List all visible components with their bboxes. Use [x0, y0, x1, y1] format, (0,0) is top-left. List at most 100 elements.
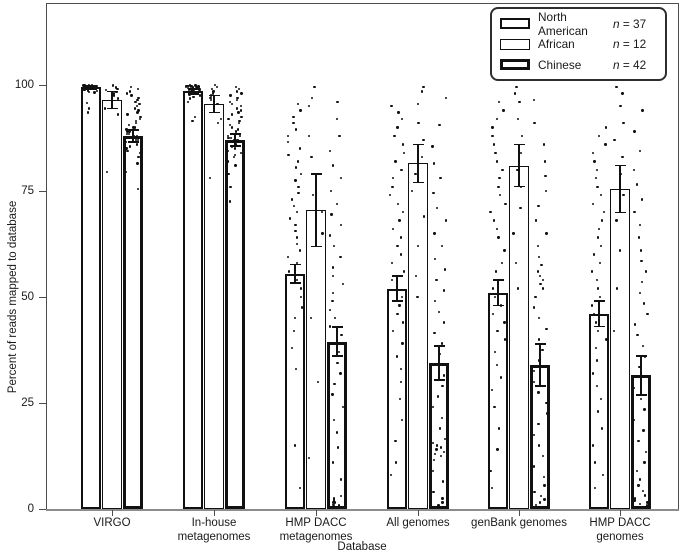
scatter-point	[210, 88, 214, 91]
scatter-point	[519, 151, 523, 155]
scatter-point	[633, 211, 636, 214]
scatter-point	[115, 90, 118, 93]
scatter-point	[493, 350, 497, 354]
scatter-point	[442, 321, 445, 324]
error-bar-cap-top	[289, 263, 301, 266]
scatter-point	[333, 418, 336, 422]
scatter-point	[226, 149, 229, 152]
scatter-point	[621, 155, 624, 159]
scatter-point	[307, 105, 310, 108]
scatter-point	[235, 98, 239, 102]
scatter-point	[538, 501, 542, 504]
scatter-point	[95, 85, 98, 88]
scatter-point	[646, 505, 649, 509]
scatter-point	[292, 329, 296, 333]
legend-row-chinese: Chinese n = 42	[500, 55, 657, 74]
scatter-point	[297, 185, 300, 188]
error-bar-line	[192, 88, 194, 94]
scatter-point	[135, 105, 138, 108]
scatter-point	[599, 295, 602, 299]
error-bar-cap-top	[614, 164, 626, 167]
scatter-point	[199, 88, 202, 92]
scatter-point	[638, 502, 641, 506]
error-bar-cap-bottom	[412, 181, 424, 184]
scatter-point	[137, 96, 140, 99]
error-bar-cap-bottom	[331, 355, 343, 358]
scatter-point	[235, 90, 239, 93]
scatter-point	[87, 88, 90, 91]
error-bar-line	[336, 326, 338, 357]
scatter-point	[633, 497, 637, 500]
error-bar-cap-bottom	[85, 88, 97, 90]
scatter-point	[402, 270, 406, 273]
scatter-point	[439, 177, 442, 180]
scatter-point	[495, 227, 499, 231]
scatter-point	[533, 121, 536, 125]
scatter-point	[495, 160, 499, 163]
scatter-point	[396, 312, 399, 316]
error-bar-line	[598, 301, 600, 327]
scatter-point	[82, 84, 85, 87]
scatter-point	[512, 232, 515, 235]
scatter-point	[112, 92, 116, 95]
error-bar-cap-top	[412, 143, 424, 145]
scatter-point	[125, 128, 128, 131]
scatter-point	[494, 151, 497, 155]
scatter-point	[391, 329, 395, 333]
legend-label-african: African	[538, 37, 575, 51]
scatter-point	[103, 107, 107, 110]
bar-north-american-group5	[488, 292, 508, 509]
scatter-point	[394, 439, 397, 443]
y-tick-label-75: 75	[21, 185, 34, 197]
scatter-point	[294, 317, 297, 320]
scatter-point	[643, 355, 647, 358]
scatter-point	[192, 95, 195, 99]
scatter-point	[400, 418, 404, 422]
scatter-point	[185, 84, 188, 88]
scatter-point	[238, 134, 242, 138]
scatter-point	[643, 408, 646, 411]
scatter-point	[316, 380, 320, 383]
scatter-point	[286, 141, 290, 144]
scatter-point	[398, 304, 401, 307]
x-tick-mark-5	[620, 510, 622, 516]
scatter-point	[600, 219, 603, 222]
x-axis-title: Database	[337, 541, 387, 553]
scatter-point	[212, 90, 215, 93]
scatter-point	[400, 168, 403, 171]
scatter-point	[287, 153, 290, 157]
scatter-point	[433, 300, 437, 303]
scatter-point	[236, 96, 239, 99]
scatter-point	[132, 134, 136, 138]
scatter-point	[644, 450, 648, 453]
scatter-point	[498, 194, 501, 197]
scatter-point	[493, 295, 497, 299]
scatter-point	[188, 83, 192, 87]
scatter-point	[331, 393, 334, 396]
scatter-point	[542, 143, 546, 146]
scatter-point	[437, 504, 440, 507]
scatter-point	[503, 249, 506, 252]
scatter-point	[537, 204, 540, 208]
legend-label-chinese: Chinese	[538, 57, 582, 72]
scatter-point	[438, 124, 441, 127]
scatter-point	[83, 88, 86, 92]
scatter-point	[516, 287, 520, 290]
scatter-point	[497, 427, 501, 430]
scatter-point	[230, 126, 233, 129]
scatter-point	[392, 227, 395, 231]
scatter-point	[444, 219, 448, 222]
scatter-point	[642, 302, 645, 305]
scatter-point	[593, 253, 596, 256]
scatter-point	[328, 325, 331, 328]
scatter-point	[341, 406, 345, 409]
legend-swatch-african	[500, 38, 530, 50]
scatter-point	[439, 454, 443, 458]
scatter-point	[635, 469, 638, 473]
scatter-point	[414, 172, 417, 176]
x-axis-line	[46, 509, 679, 511]
scatter-point	[93, 85, 97, 88]
scatter-point	[194, 88, 197, 91]
scatter-point	[233, 153, 237, 157]
scatter-point	[396, 244, 399, 248]
